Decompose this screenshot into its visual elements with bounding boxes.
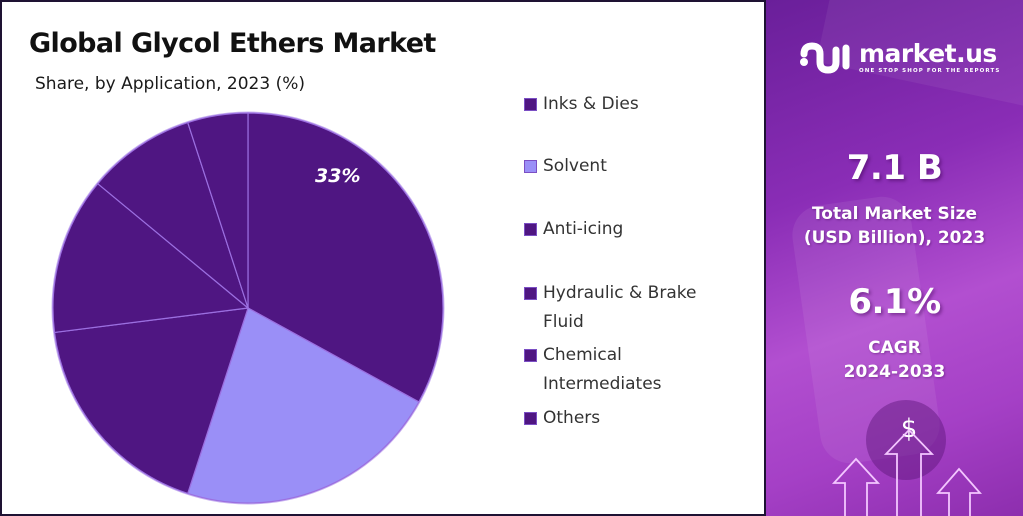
legend-item-solvent: Solvent: [524, 152, 733, 181]
legend-swatch: [524, 349, 537, 362]
pie-slice-chemical-intermediates: [96, 121, 250, 310]
chart-panel: Global Glycol Ethers Market Share, by Ap…: [0, 0, 766, 516]
pie-slice-hydraulic-brake-fluid: [52, 182, 250, 334]
legend-item-hydraulic-brake-fluid: Hydraulic & Brake Fluid: [524, 279, 733, 337]
growth-arrow-icon: $: [831, 414, 982, 516]
pie-slice-others: [186, 112, 249, 309]
legend-swatch: [524, 287, 537, 300]
brand-logo: market.us ONE STOP SHOP FOR THE REPORTS: [799, 40, 1000, 74]
pie-slice-anti-icing: [53, 307, 249, 495]
legend-item-anti-icing: Anti-icing: [524, 215, 733, 244]
legend-swatch: [524, 160, 537, 173]
pie-chart: [51, 111, 445, 505]
legend-label: Chemical Intermediates: [543, 345, 662, 394]
pie-slice-solvent: [186, 307, 420, 504]
chart-title: Global Glycol Ethers Market: [29, 28, 436, 59]
brand-name: market.us: [859, 38, 997, 68]
legend-item-others: Others: [524, 404, 733, 433]
chart-subtitle: Share, by Application, 2023 (%): [35, 74, 305, 94]
legend-item-chemical-intermediates: Chemical Intermediates: [524, 341, 733, 399]
legend-item-inks-dies: Inks & Dies: [524, 90, 733, 119]
legend-swatch: [524, 98, 537, 111]
market-us-logo-icon: [800, 42, 850, 74]
legend-label: Inks & Dies: [543, 94, 639, 114]
cagr-value: 6.1%: [848, 282, 941, 322]
slice-label-inks-dies: 33%: [315, 165, 361, 187]
legend-label: Hydraulic & Brake Fluid: [543, 283, 697, 332]
pie-slice-inks-dies: [247, 112, 444, 403]
market-size-label-line1: Total Market Size: [811, 204, 978, 224]
legend-swatch: [524, 223, 537, 236]
cagr-label-line2: 2024-2033: [843, 362, 946, 382]
legend-label: Solvent: [543, 156, 607, 176]
legend-label: Anti-icing: [543, 219, 624, 239]
stats-panel: market.us ONE STOP SHOP FOR THE REPORTS …: [766, 0, 1023, 516]
background-decoration: [866, 400, 946, 480]
market-size-value: 7.1 B: [846, 148, 943, 188]
brand-tagline: ONE STOP SHOP FOR THE REPORTS: [859, 67, 1001, 74]
legend-label: Others: [543, 408, 601, 428]
legend-swatch: [524, 412, 537, 425]
market-size-label-line2: (USD Billion), 2023: [803, 228, 986, 248]
cagr-label-line1: CAGR: [868, 338, 921, 358]
